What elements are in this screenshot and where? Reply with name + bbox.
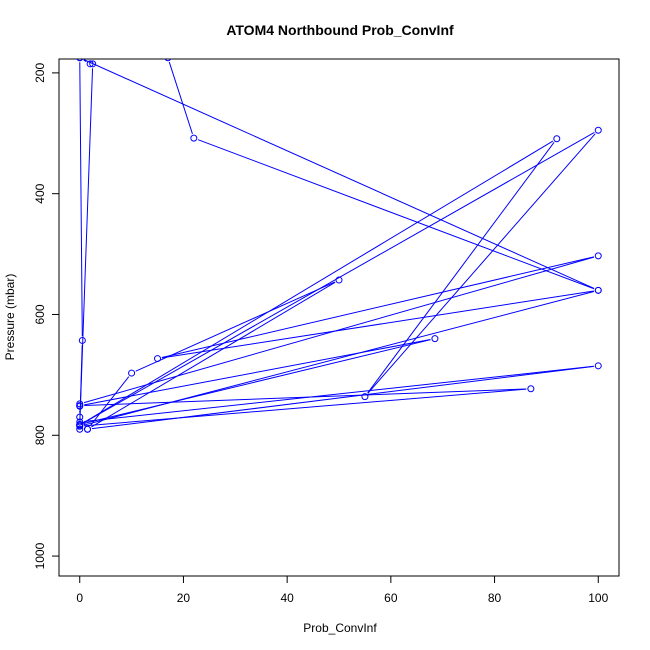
series-line-segment xyxy=(83,59,87,62)
chart-title: ATOM4 Northbound Prob_ConvInf xyxy=(226,22,454,38)
series-line-segment xyxy=(161,290,594,359)
data-point xyxy=(335,276,343,284)
series-line-segment xyxy=(168,61,193,134)
series-line-segment xyxy=(161,256,594,359)
series-line-segment xyxy=(79,62,83,336)
data-point xyxy=(594,362,602,370)
x-tick-label: 80 xyxy=(488,591,502,605)
x-tick-label: 0 xyxy=(76,591,83,605)
data-point xyxy=(190,134,198,142)
data-point xyxy=(86,60,94,68)
data-point xyxy=(553,135,561,143)
data-point xyxy=(76,421,84,429)
x-axis-label: Prob_ConvInf xyxy=(303,621,377,635)
plot-frame xyxy=(58,58,620,577)
series-line-segment xyxy=(84,338,431,406)
series-line-segment xyxy=(197,139,595,290)
y-tick-label: 200 xyxy=(33,63,47,83)
x-tick-label: 40 xyxy=(280,591,294,605)
series-line-segment xyxy=(83,256,595,404)
series-line-segment xyxy=(84,388,527,427)
x-axis: 0 20 40 60 80 100 xyxy=(76,575,609,605)
x-tick-label: 60 xyxy=(384,591,398,605)
y-axis: 200 400 600 800 1000 xyxy=(33,63,60,569)
data-point xyxy=(76,59,84,62)
data-point xyxy=(594,286,602,294)
series-line-segment xyxy=(79,68,94,421)
x-tick-label: 100 xyxy=(588,591,608,605)
data-point xyxy=(431,335,439,343)
y-tick-label: 1000 xyxy=(33,542,47,569)
data-point xyxy=(527,385,535,393)
data-point xyxy=(594,252,602,260)
series-line-segment xyxy=(83,339,431,424)
data-point xyxy=(76,400,84,408)
series-line-segment xyxy=(367,142,555,394)
y-tick-label: 400 xyxy=(33,183,47,203)
data-point xyxy=(89,60,97,68)
data-point xyxy=(84,425,92,433)
y-tick-label: 600 xyxy=(33,304,47,324)
data-point xyxy=(78,336,86,344)
data-point xyxy=(164,59,172,62)
series-line-segment xyxy=(367,133,596,394)
series-line-segment xyxy=(83,290,595,426)
x-tick-label: 20 xyxy=(177,591,191,605)
series-line-segment xyxy=(83,132,595,424)
series-line-segment xyxy=(91,281,336,428)
series-line-segment xyxy=(83,59,595,289)
series-line-segment xyxy=(135,281,336,372)
data-point xyxy=(361,393,369,401)
data-point xyxy=(76,413,84,421)
y-tick-label: 800 xyxy=(33,425,47,445)
data-point xyxy=(76,425,84,433)
data-point xyxy=(594,126,602,134)
data-point xyxy=(154,355,162,363)
series-line-segment xyxy=(89,376,130,427)
data-point xyxy=(76,402,84,410)
series-line-segment xyxy=(83,140,554,424)
series-line-segment xyxy=(84,388,527,407)
data-point xyxy=(128,369,136,377)
series-line-segment xyxy=(84,365,594,422)
y-axis-label: Pressure (mbar) xyxy=(3,274,17,361)
data-series xyxy=(76,59,602,433)
data-point xyxy=(76,418,84,426)
